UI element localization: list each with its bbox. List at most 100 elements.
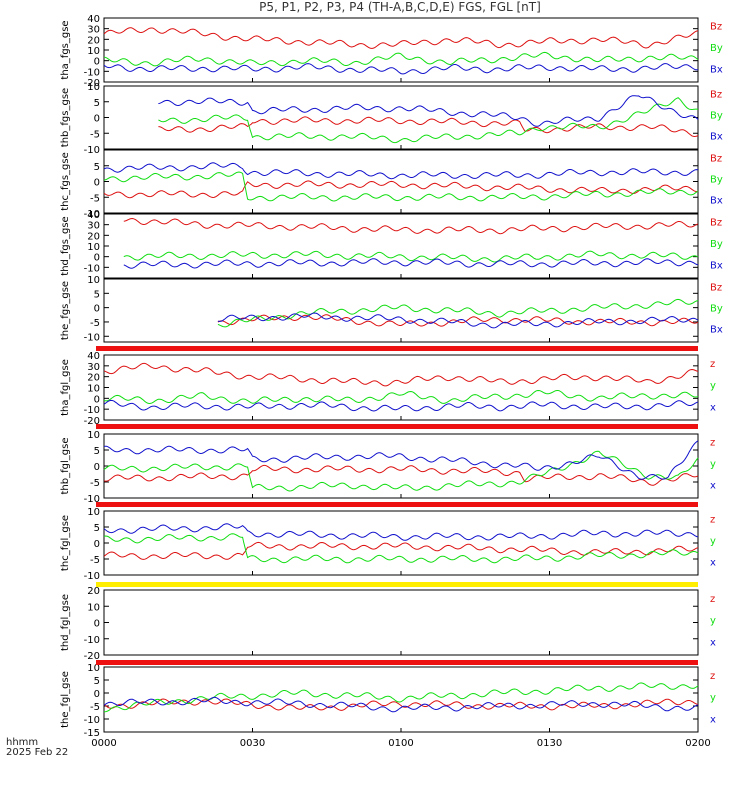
legend-label-bz: Bz bbox=[710, 22, 722, 33]
y-tick-label: -15 bbox=[84, 728, 100, 739]
legend-label-bx: Bx bbox=[710, 260, 723, 271]
panel-frame bbox=[103, 589, 699, 656]
series-line-y bbox=[103, 450, 699, 492]
y-tick-label: -20 bbox=[84, 416, 100, 427]
panel-ylabel: thc_fgs_gse bbox=[60, 152, 71, 211]
legend-label-bx: Bx bbox=[710, 325, 723, 336]
panel-frame bbox=[103, 149, 699, 214]
y-tick-label: -10 bbox=[84, 494, 100, 505]
series-line-x bbox=[103, 399, 699, 412]
x-tick-label: 0130 bbox=[537, 738, 562, 749]
y-tick-label: 20 bbox=[87, 586, 100, 597]
y-tick-label: 20 bbox=[87, 373, 100, 384]
panel-frame bbox=[103, 213, 699, 279]
y-tick-label: 10 bbox=[87, 275, 100, 286]
y-tick-label: 40 bbox=[87, 14, 100, 25]
legend-label-bz: Bz bbox=[710, 218, 722, 229]
y-tick-label: 0 bbox=[94, 178, 100, 189]
legend-label-y: y bbox=[710, 693, 716, 704]
y-tick-label: 30 bbox=[87, 362, 100, 373]
series-line-bz bbox=[123, 217, 699, 235]
y-tick-label: -10 bbox=[84, 405, 100, 416]
series-line-bx bbox=[103, 63, 699, 75]
y-tick-label: -5 bbox=[90, 193, 100, 204]
series-line-z bbox=[103, 362, 699, 387]
y-tick-label: -5 bbox=[90, 318, 100, 329]
legend-label-bz: Bz bbox=[710, 154, 722, 165]
y-tick-label: 0 bbox=[94, 253, 100, 264]
legend-label-x: x bbox=[710, 714, 716, 725]
time-axis-date: 2025 Feb 22 bbox=[6, 747, 69, 758]
y-tick-label: -10 bbox=[84, 67, 100, 78]
panel-ylabel: thd_fgl_gse bbox=[60, 594, 71, 651]
x-tick-label: 0200 bbox=[685, 738, 710, 749]
series-line-y bbox=[103, 389, 699, 405]
y-tick-label: -10 bbox=[84, 145, 100, 156]
series-line-bx bbox=[158, 95, 699, 127]
legend-label-x: x bbox=[710, 637, 716, 648]
y-tick-label: 10 bbox=[87, 602, 100, 613]
legend-label-x: x bbox=[710, 480, 716, 491]
legend-label-by: By bbox=[710, 43, 723, 54]
time-axis-info: hhmm 2025 Feb 22 bbox=[6, 738, 68, 758]
series-line-by bbox=[217, 298, 699, 328]
series-line-y bbox=[103, 533, 699, 564]
y-tick-label: 10 bbox=[87, 663, 100, 674]
legend-label-y: y bbox=[710, 381, 716, 392]
legend-label-by: By bbox=[710, 304, 723, 315]
chart-title: P5, P1, P2, P3, P4 (TH-A,B,C,D,E) FGS, F… bbox=[259, 0, 541, 14]
legend-label-by: By bbox=[710, 175, 723, 186]
panel-frame bbox=[103, 666, 699, 733]
legend-label-by: By bbox=[710, 239, 723, 250]
panel-ylabel: thc_fgl_gse bbox=[60, 515, 71, 571]
legend-label-z: z bbox=[710, 594, 715, 605]
panel-frame bbox=[103, 433, 699, 499]
y-tick-label: -5 bbox=[90, 478, 100, 489]
series-line-by bbox=[103, 171, 699, 202]
series-line-by bbox=[123, 250, 699, 263]
legend-label-y: y bbox=[710, 459, 716, 470]
y-tick-label: 10 bbox=[87, 242, 100, 253]
series-line-by bbox=[158, 97, 699, 144]
series-line-bx bbox=[217, 312, 699, 329]
quality-bar bbox=[96, 502, 698, 507]
x-tick-label: 0000 bbox=[91, 738, 116, 749]
y-tick-label: -10 bbox=[84, 635, 100, 646]
y-tick-label: 5 bbox=[94, 289, 100, 300]
quality-bar bbox=[96, 660, 698, 665]
y-tick-label: -5 bbox=[90, 555, 100, 566]
series-line-x bbox=[103, 523, 699, 541]
y-tick-label: 40 bbox=[87, 351, 100, 362]
y-tick-label: -10 bbox=[84, 332, 100, 343]
panel-ylabel: the_fgl_gse bbox=[60, 671, 71, 728]
y-tick-label: -10 bbox=[84, 571, 100, 582]
y-tick-label: 0 bbox=[94, 114, 100, 125]
legend-label-bx: Bx bbox=[710, 132, 723, 143]
series-line-x bbox=[103, 696, 699, 713]
series-line-y bbox=[103, 682, 699, 713]
legend-label-bx: Bx bbox=[710, 196, 723, 207]
series-line-bx bbox=[103, 162, 699, 180]
x-tick-label: 0100 bbox=[388, 738, 413, 749]
y-tick-label: -10 bbox=[84, 209, 100, 220]
y-tick-label: 0 bbox=[94, 304, 100, 315]
series-line-z bbox=[103, 541, 699, 560]
y-tick-label: 5 bbox=[94, 446, 100, 457]
series-line-bz bbox=[158, 116, 699, 138]
legend-label-bz: Bz bbox=[710, 90, 722, 101]
y-tick-label: 0 bbox=[94, 57, 100, 68]
y-tick-label: 20 bbox=[87, 231, 100, 242]
panel-frame bbox=[103, 17, 699, 83]
panel-frame bbox=[103, 510, 699, 576]
y-tick-label: 10 bbox=[87, 82, 100, 93]
panel-ylabel: thb_fgs_gse bbox=[60, 88, 71, 147]
legend-label-z: z bbox=[710, 438, 715, 449]
quality-bar bbox=[96, 346, 698, 351]
legend-label-y: y bbox=[710, 536, 716, 547]
y-tick-label: -10 bbox=[84, 715, 100, 726]
y-tick-label: -10 bbox=[84, 263, 100, 274]
series-line-z bbox=[103, 464, 699, 486]
panel-frame bbox=[103, 354, 699, 421]
series-line-bz bbox=[217, 314, 699, 327]
